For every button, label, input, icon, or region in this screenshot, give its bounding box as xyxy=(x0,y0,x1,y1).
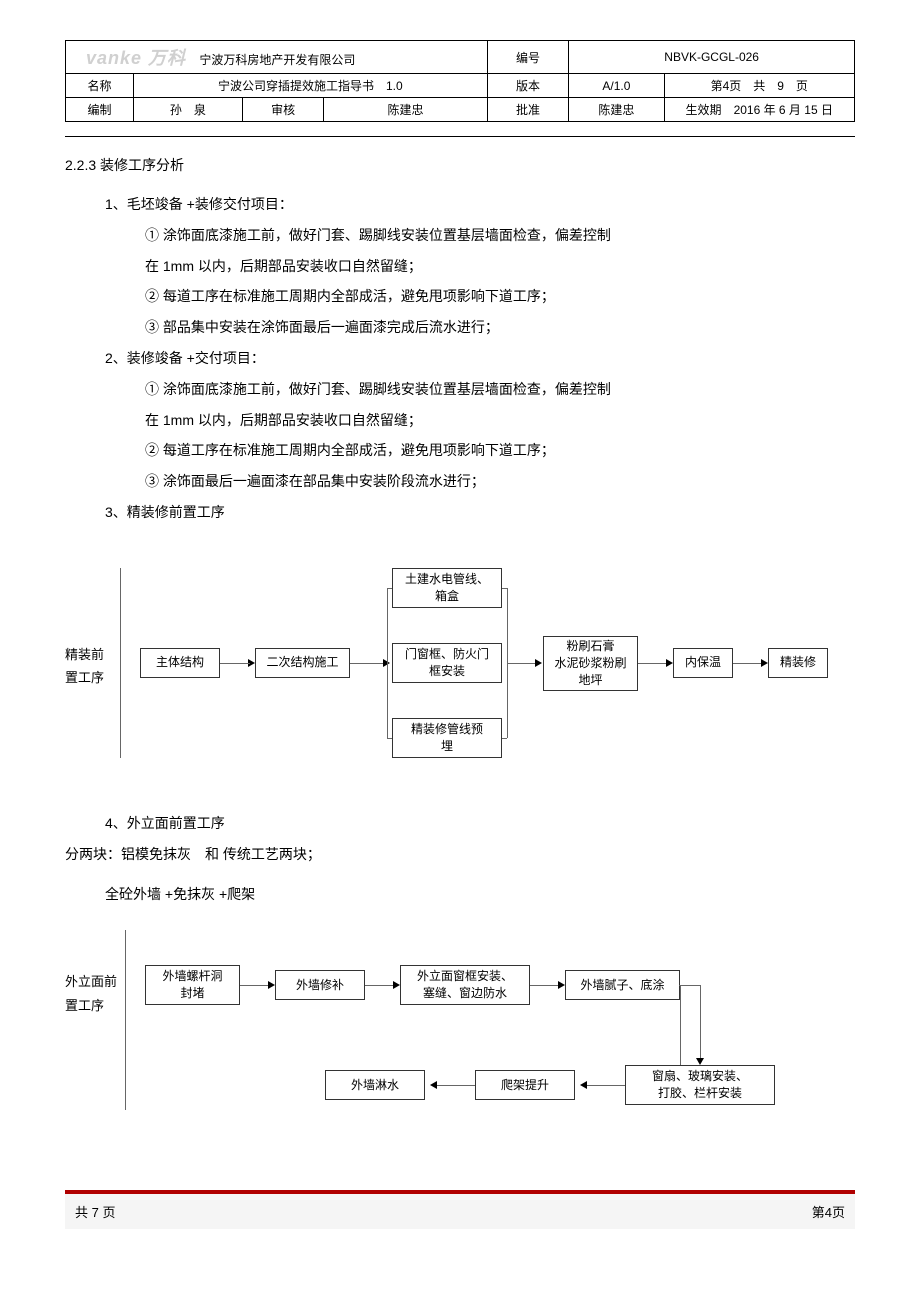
d1-n3-bot: 精装修管线预 埋 xyxy=(392,718,502,758)
name-label: 名称 xyxy=(66,74,134,98)
version-value: A/1.0 xyxy=(569,74,664,98)
item1-p1: ① 涂饰面底漆施工前，做好门套、踢脚线安装位置基层墙面检查，偏差控制 xyxy=(65,220,855,251)
author-label: 编制 xyxy=(66,98,134,122)
vanke-logo: vanke 万科 xyxy=(86,48,186,68)
page-info: 第4页 共 9 页 xyxy=(664,74,855,98)
d1-n4: 粉刷石膏 水泥砂浆粉刷 地坪 xyxy=(543,636,638,691)
section-title: 2.2.3 装修工序分析 xyxy=(65,155,855,175)
d2-label: 外立面前 置工序 xyxy=(65,970,117,1017)
item2-p4: ③ 涂饰面最后一遍面漆在部品集中安装阶段流水进行； xyxy=(65,466,855,497)
d1-n3-mid: 门窗框、防火门 框安装 xyxy=(392,643,502,683)
date-label-wrap: 生效期 2016 年 6 月 15 日 xyxy=(664,98,855,122)
d1-label: 精装前 置工序 xyxy=(65,643,104,690)
item3-head: 3、精装修前置工序 xyxy=(65,497,855,528)
doc-title: 宁波公司穿插提效施工指导书 1.0 xyxy=(134,74,488,98)
item4-head: 4、外立面前置工序 xyxy=(65,808,855,839)
d1-n6: 精装修 xyxy=(768,648,828,678)
d1-n1: 主体结构 xyxy=(140,648,220,678)
item2-p2: 在 1mm 以内，后期部品安装收口自然留缝； xyxy=(65,405,855,436)
page-footer: 共 7 页 第4页 xyxy=(65,1194,855,1229)
d2-a3: 外立面窗框安装、 塞缝、窗边防水 xyxy=(400,965,530,1005)
d2-a2: 外墙修补 xyxy=(275,970,365,1000)
item1-p3: ② 每道工序在标准施工周期内全部成活，避免甩项影响下道工序； xyxy=(65,281,855,312)
approver: 陈建忠 xyxy=(569,98,664,122)
item2-p3: ② 每道工序在标准施工周期内全部成活，避免甩项影响下道工序； xyxy=(65,435,855,466)
d2-a4: 外墙腻子、底涂 xyxy=(565,970,680,1000)
item1-p2: 在 1mm 以内，后期部品安装收口自然留缝； xyxy=(65,251,855,282)
company-name: 宁波万科房地产开发有限公司 xyxy=(199,53,355,67)
d1-n3-top: 土建水电管线、 箱盒 xyxy=(392,568,502,608)
item2-p1: ① 涂饰面底漆施工前，做好门套、踢脚线安装位置基层墙面检查，偏差控制 xyxy=(65,374,855,405)
footer-left: 共 7 页 xyxy=(75,1202,115,1221)
item4-sub2: 全砼外墙 +免抹灰 +爬架 xyxy=(65,879,855,910)
item1-p4: ③ 部品集中安装在涂饰面最后一遍面漆完成后流水进行； xyxy=(65,312,855,343)
reviewer: 陈建忠 xyxy=(324,98,487,122)
code-value: NBVK-GCGL-026 xyxy=(569,41,855,74)
d2-b2: 爬架提升 xyxy=(475,1070,575,1100)
d2-b3: 窗扇、玻璃安装、 打胶、栏杆安装 xyxy=(625,1065,775,1105)
review-label: 审核 xyxy=(242,98,324,122)
footer-right: 第4页 xyxy=(812,1202,845,1221)
author: 孙 泉 xyxy=(134,98,243,122)
d2-b1: 外墙淋水 xyxy=(325,1070,425,1100)
item1-head: 1、毛坯竣备 +装修交付项目： xyxy=(65,189,855,220)
diagram-1: 精装前 置工序 主体结构 二次结构施工 土建水电管线、 箱盒 门窗框、防火门 框… xyxy=(65,548,855,778)
d1-n5: 内保温 xyxy=(673,648,733,678)
diagram-2: 外立面前 置工序 外墙螺杆洞 封堵 外墙修补 外立面窗框安装、 塞缝、窗边防水 … xyxy=(65,930,855,1130)
approve-label: 批准 xyxy=(487,98,569,122)
document-header-table: vanke 万科 宁波万科房地产开发有限公司 编号 NBVK-GCGL-026 … xyxy=(65,40,855,122)
version-label: 版本 xyxy=(487,74,569,98)
code-label: 编号 xyxy=(487,41,569,74)
item2-head: 2、装修竣备 +交付项目： xyxy=(65,343,855,374)
item4-sub1: 分两块：铝模免抹灰 和 传统工艺两块； xyxy=(65,839,855,870)
d1-n2: 二次结构施工 xyxy=(255,648,350,678)
d2-a1: 外墙螺杆洞 封堵 xyxy=(145,965,240,1005)
